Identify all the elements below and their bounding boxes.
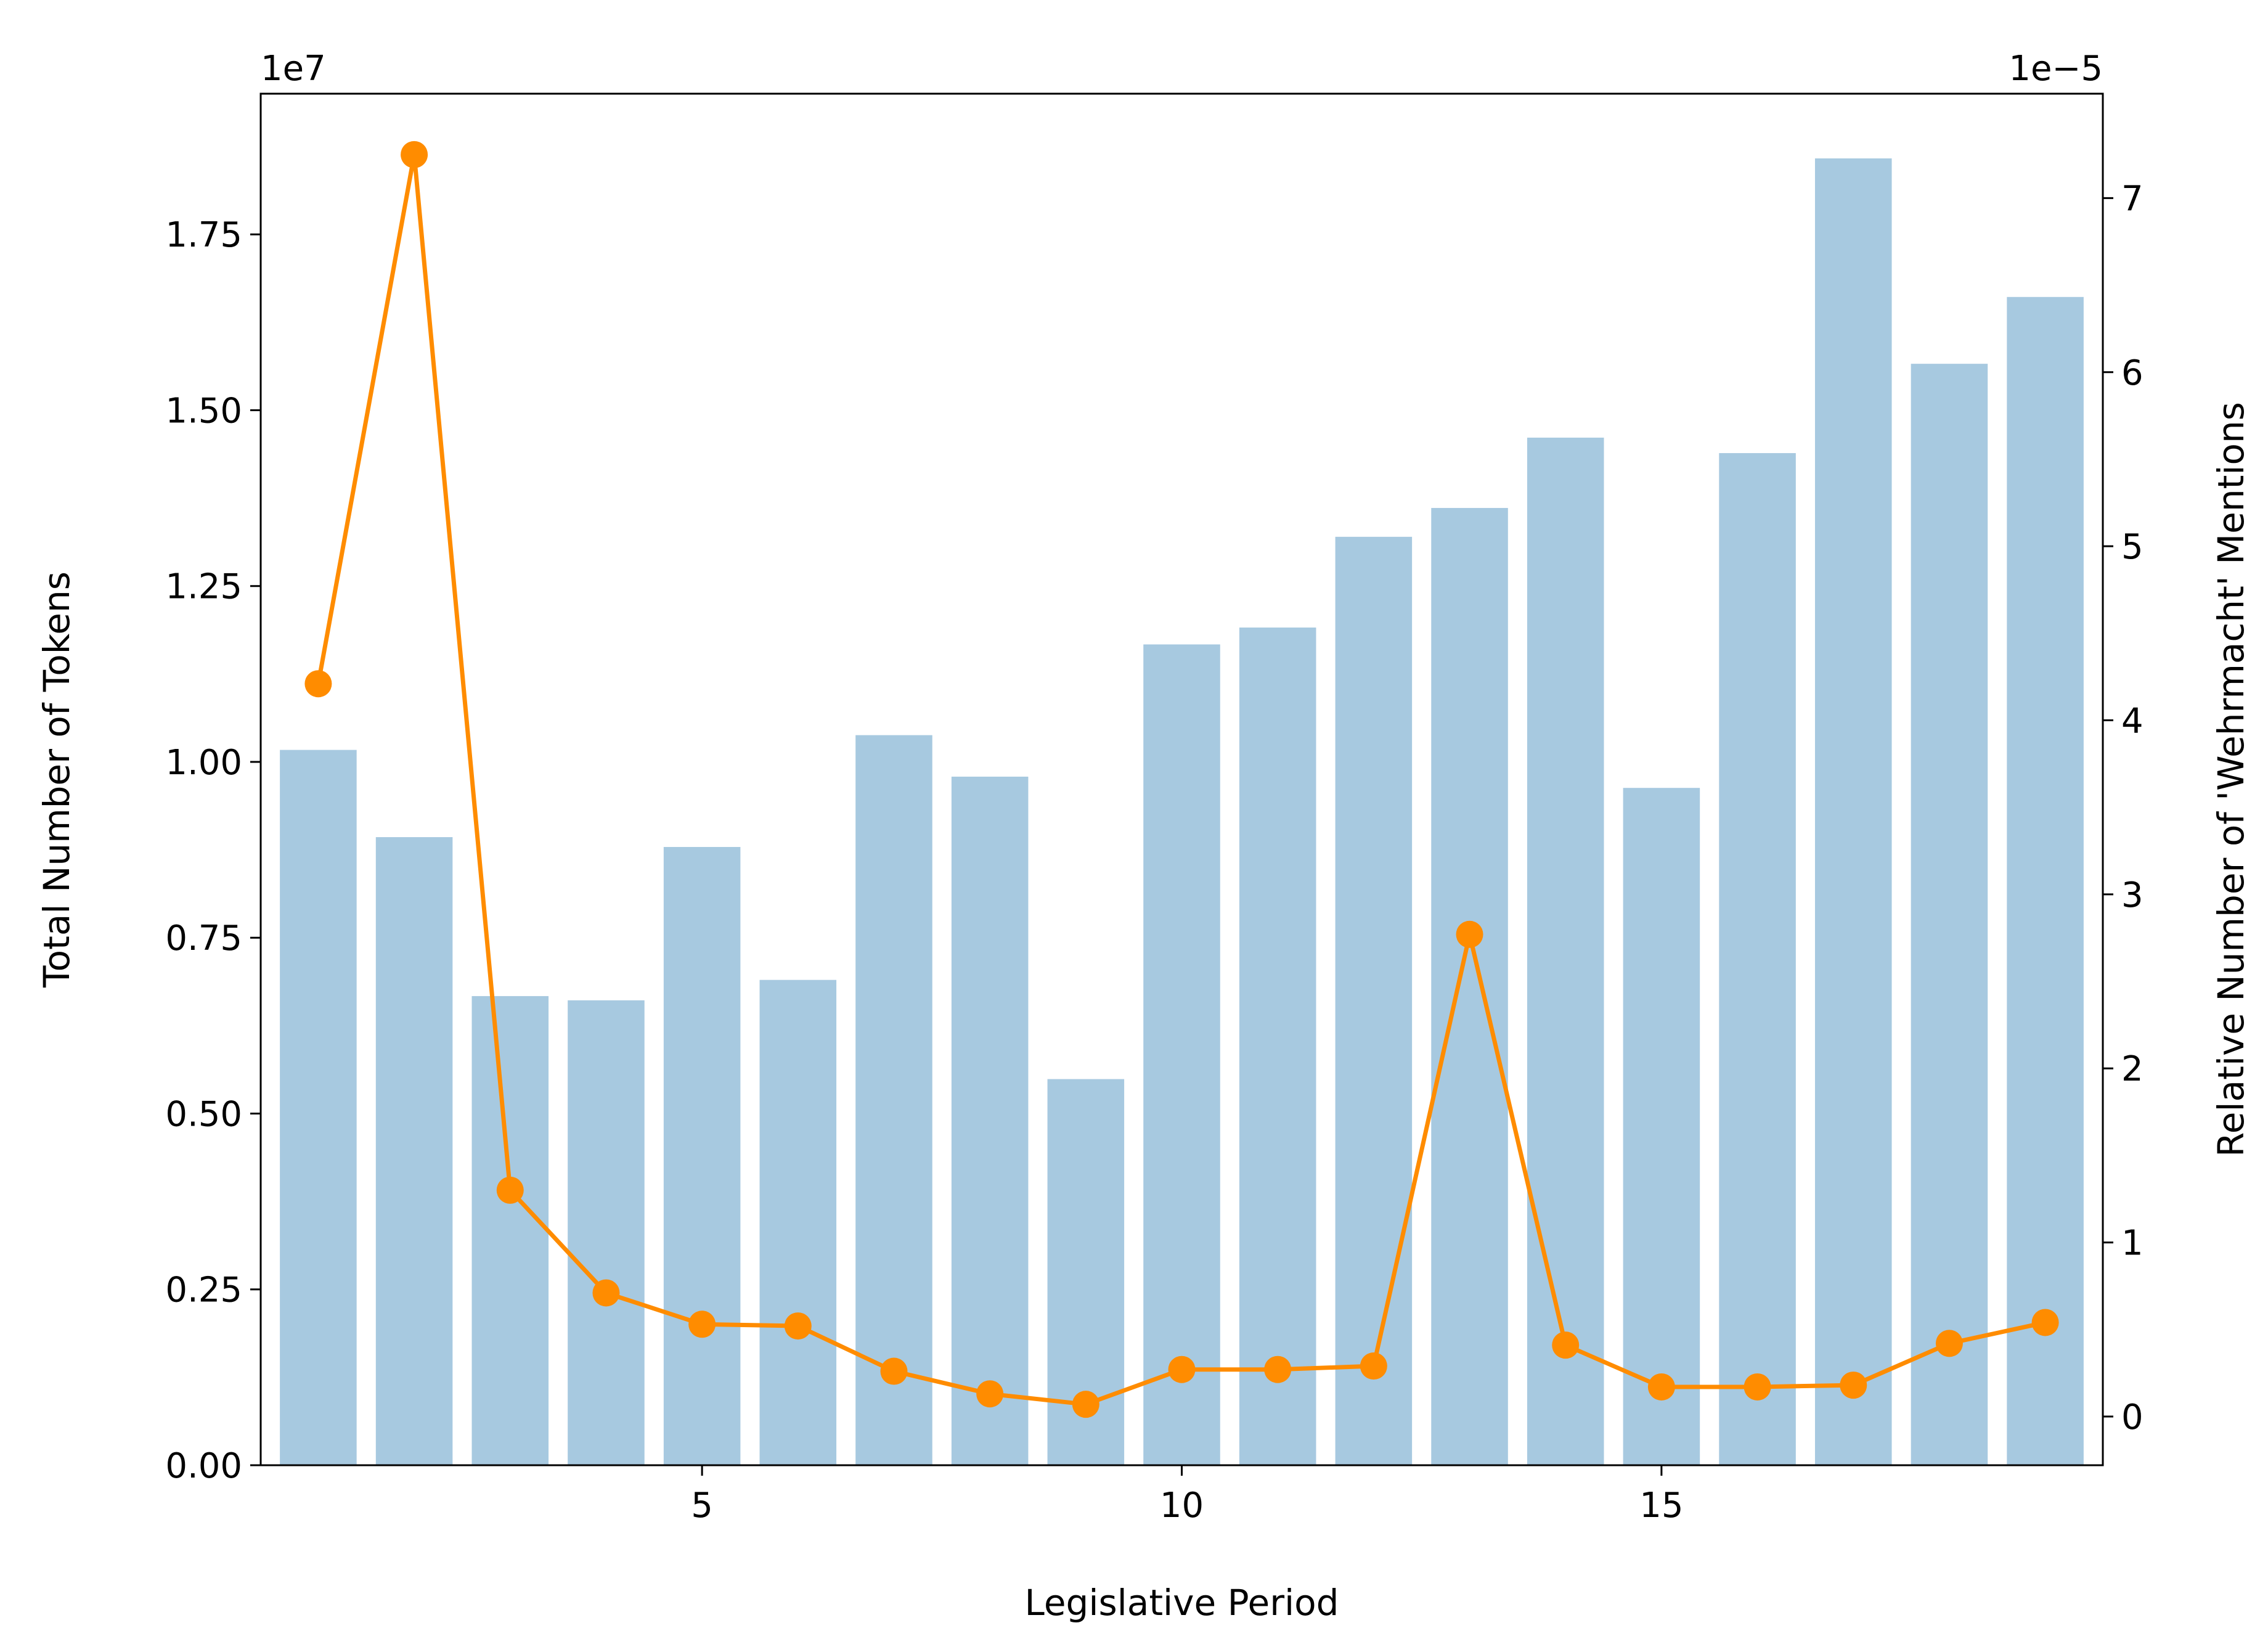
y2-tick-label: 1 [2121,1224,2144,1264]
line-point [976,1380,1004,1408]
y-tick-label: 0.00 [165,1446,242,1486]
line-point [592,1279,620,1307]
y-axis-offset-label: 1e7 [261,49,326,89]
line-point [304,670,332,698]
line-point [1456,920,1483,948]
y2-tick-label: 5 [2121,527,2144,567]
y2-tick-label: 4 [2121,701,2144,741]
y-tick-label: 1.75 [165,215,242,255]
y-tick-label: 0.75 [165,918,242,959]
y2-tick-label: 3 [2121,875,2144,915]
x-tick-label: 5 [691,1486,713,1526]
y-tick-label: 1.00 [165,743,242,783]
line-point [2031,1309,2059,1336]
bar [568,1000,645,1465]
x-tick-label: 10 [1160,1486,1204,1526]
bar [1143,644,1220,1465]
y-axis-label: Total Number of Tokens [36,571,78,988]
line-point [688,1311,716,1338]
bar [1431,508,1508,1465]
bar [280,750,357,1465]
x-tick-label: 15 [1639,1486,1683,1526]
y2-axis-offset-label: 1e−5 [2009,49,2103,89]
x-axis-label: Legislative Period [1025,1582,1339,1624]
bar [663,847,741,1465]
bar [2007,296,2084,1466]
y2-tick-label: 0 [2121,1397,2144,1437]
line-point [880,1357,908,1385]
bar [1239,628,1316,1465]
y2-tick-label: 6 [2121,353,2144,393]
y2-tick-label: 7 [2121,179,2144,219]
y2-axis-label: Relative Number of 'Wehrmacht' Mentions [2210,402,2252,1157]
bar [471,996,549,1465]
labels: Legislative Period Total Number of Token… [36,49,2252,1624]
bar [951,776,1029,1465]
line-point [1744,1373,1771,1401]
bar [375,837,453,1465]
line-point [784,1312,812,1340]
bar-series [280,158,2084,1466]
axes: 5 10 15 0.00 0.25 0.50 0.75 1.00 1.25 1.50 1.75 0 1 2… [165,92,2144,1526]
line-point [1360,1352,1387,1380]
y-tick-label: 1.25 [165,567,242,607]
bar [759,979,837,1465]
bar [1623,788,1700,1465]
line-point [1647,1373,1675,1401]
line-series [304,141,2059,1418]
bar [1911,364,1988,1466]
line-point [1935,1330,1963,1357]
bar [1335,536,1413,1465]
y-tick-label: 0.50 [165,1094,242,1134]
y-tick-label: 1.50 [165,391,242,431]
line-point [1264,1356,1292,1383]
line-point [1840,1372,1867,1399]
line-point [1072,1391,1099,1418]
bar [1719,453,1796,1465]
bar [1814,158,1892,1465]
line-point [1168,1356,1196,1383]
y-tick-label: 0.25 [165,1270,242,1311]
bar [1527,437,1604,1465]
line-point [1552,1331,1580,1359]
y2-tick-label: 2 [2121,1049,2144,1089]
line-point [496,1176,524,1204]
line-point [401,141,428,168]
bar [855,735,932,1465]
